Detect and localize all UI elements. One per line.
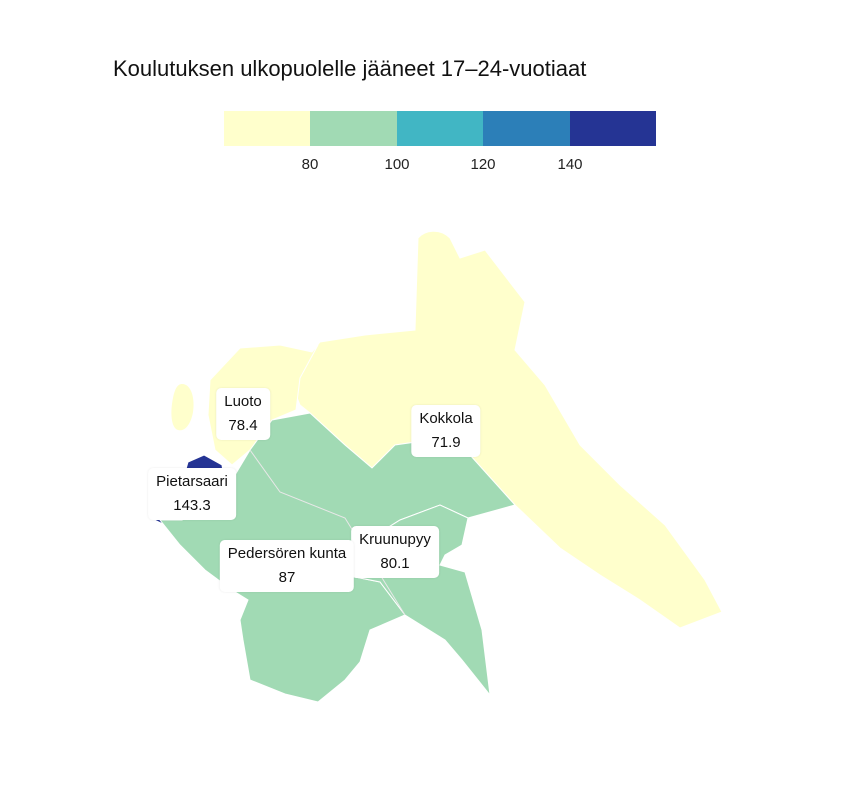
legend-swatch-1 bbox=[224, 111, 311, 146]
legend-swatch-5 bbox=[569, 111, 657, 146]
legend-tick-140: 140 bbox=[557, 156, 583, 173]
label-pietarsaari: Pietarsaari 143.3 bbox=[148, 468, 236, 520]
region-name: Kruunupyy bbox=[359, 531, 431, 548]
region-value: 71.9 bbox=[431, 434, 461, 451]
region-name: Pedersören kunta bbox=[227, 545, 347, 562]
legend-swatch-2 bbox=[310, 111, 397, 146]
map-title: Koulutuksen ulkopuolelle jääneet 17–24-v… bbox=[113, 56, 587, 81]
region-name: Pietarsaari bbox=[156, 473, 228, 490]
legend-tick-100: 100 bbox=[384, 156, 410, 173]
region-value: 143.3 bbox=[173, 497, 211, 514]
legend-swatch-4 bbox=[483, 111, 570, 146]
region-value: 78.4 bbox=[228, 417, 258, 434]
region-value: 87 bbox=[278, 569, 296, 586]
region-value: 80.1 bbox=[380, 555, 410, 572]
color-legend bbox=[224, 111, 657, 146]
region-name: Kokkola bbox=[419, 410, 473, 427]
region-name: Luoto bbox=[224, 393, 262, 410]
label-kruunupyy: Kruunupyy 80.1 bbox=[351, 526, 439, 578]
label-kokkola: Kokkola 71.9 bbox=[411, 405, 481, 457]
legend-swatch-3 bbox=[396, 111, 484, 146]
legend-tick-80: 80 bbox=[301, 156, 319, 173]
legend-tick-120: 120 bbox=[470, 156, 496, 173]
region-luoto-island[interactable] bbox=[171, 384, 194, 431]
label-pedersoren-kunta: Pedersören kunta 87 bbox=[219, 540, 355, 592]
label-luoto: Luoto 78.4 bbox=[216, 388, 270, 440]
